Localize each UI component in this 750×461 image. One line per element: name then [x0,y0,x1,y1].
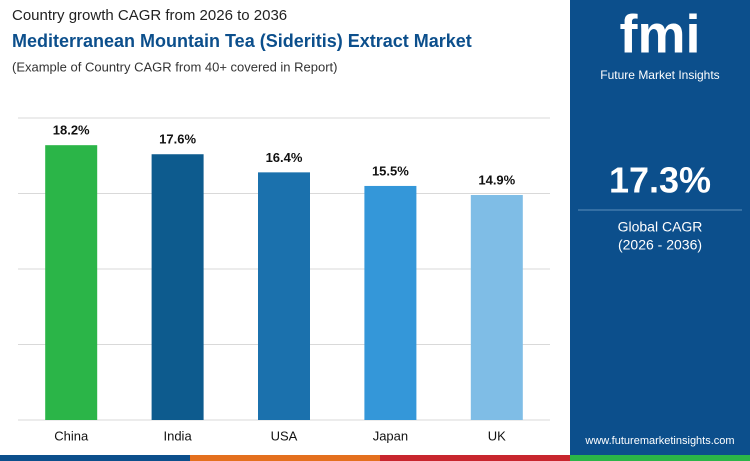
side-panel [570,0,750,455]
value-label: 18.2% [53,123,90,138]
supertitle: Country growth CAGR from 2026 to 2036 [12,7,287,24]
period: (2026 - 2036) [618,237,702,253]
value-label: 15.5% [372,163,409,178]
strip [570,455,750,461]
bar [45,145,98,420]
x-tick-label: UK [488,428,506,443]
bar [470,195,523,420]
stat: 17.3% [609,160,711,201]
brand: Future Market Insights [600,68,719,82]
value-label: 14.9% [478,172,515,187]
subtitle: (Example of Country CAGR from 40+ covere… [12,59,338,74]
strip [190,455,380,461]
website: www.futuremarketinsights.com [584,435,734,447]
strip [380,455,570,461]
x-tick-label: USA [271,428,298,443]
value-label: 16.4% [266,150,303,165]
logo: fmi [620,4,701,64]
value-label: 17.6% [159,132,196,147]
x-tick-label: China [54,428,89,443]
bar [151,154,204,421]
strip [0,455,190,461]
x-tick-label: India [163,428,192,443]
stat-label: Global CAGR [618,219,703,235]
bar [258,172,310,420]
bar [364,185,417,420]
x-tick-label: Japan [373,428,408,443]
chart-title: Mediterranean Mountain Tea (Sideritis) E… [12,31,472,51]
